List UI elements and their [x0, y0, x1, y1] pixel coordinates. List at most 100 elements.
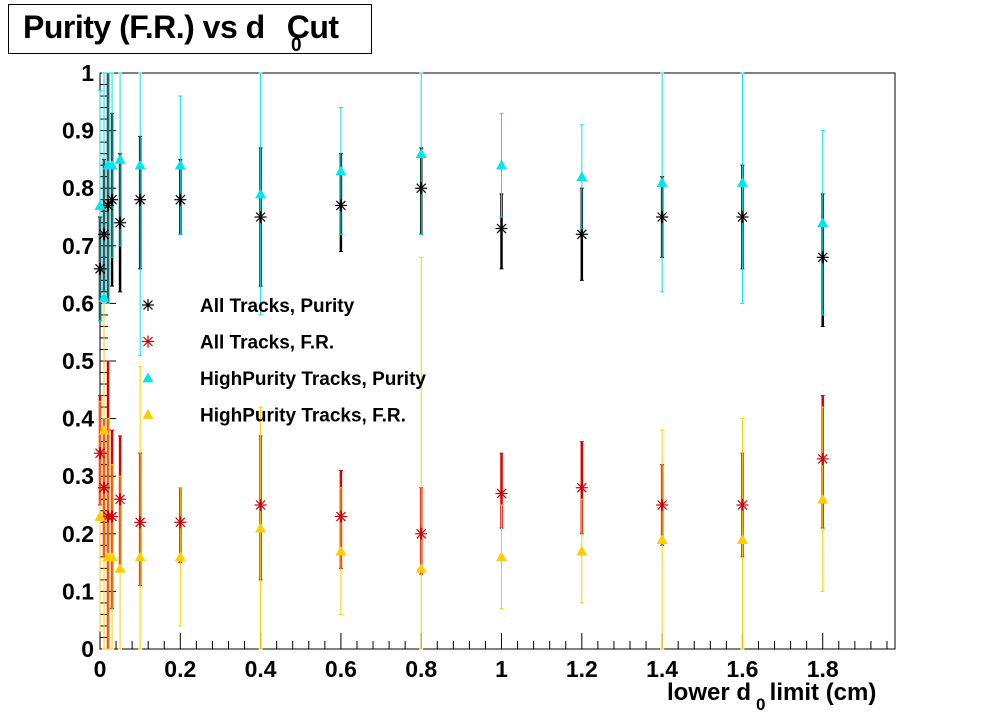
markers-group [94, 148, 829, 573]
marker-stroke [95, 448, 105, 459]
data-point [98, 228, 111, 241]
data-point [174, 516, 187, 529]
data-point [106, 510, 119, 523]
marker-stroke [175, 194, 186, 205]
chart-title: Purity (F.R.) vs d Cut [23, 9, 339, 46]
data-point [94, 511, 106, 521]
data-point [736, 176, 748, 187]
data-point [255, 188, 267, 199]
data-point [174, 551, 186, 562]
data-point [114, 562, 126, 573]
data-point [656, 211, 669, 223]
data-point [106, 159, 118, 170]
y-tick-label: 0.9 [62, 118, 94, 144]
x-tick-label: 0.6 [325, 656, 357, 682]
data-point [134, 193, 147, 206]
y-tick-label: 0.3 [62, 463, 94, 489]
marker-stroke [255, 500, 266, 510]
x-axis-label-main: lower d [667, 679, 752, 706]
legend-label: HighPurity Tracks, F.R. [200, 406, 406, 427]
x-axis-label: lower d limit (cm) [667, 679, 876, 707]
data-point [255, 522, 267, 533]
legend-marker [142, 299, 154, 311]
marker-stroke [496, 223, 507, 234]
marker-stroke [416, 183, 427, 194]
data-point [736, 211, 749, 223]
data-point [575, 228, 588, 241]
data-point [415, 182, 428, 195]
marker-stroke [657, 500, 668, 510]
data-point [334, 510, 347, 523]
y-tick-label: 0.7 [62, 233, 94, 259]
data-point [496, 159, 508, 170]
marker-stroke [115, 494, 126, 505]
plot-frame [99, 72, 896, 650]
marker-stroke [817, 252, 828, 263]
x-tick-label: 1 [495, 656, 508, 682]
legend-marker [142, 409, 154, 419]
marker-stroke [135, 517, 146, 528]
marker-stroke [107, 194, 117, 205]
y-tick-label: 0.8 [62, 175, 94, 201]
marker-stroke [107, 511, 117, 522]
x-axis-label-tail: limit (cm) [763, 679, 877, 706]
data-point [817, 493, 829, 504]
data-point [254, 499, 267, 511]
marker-stroke [175, 517, 186, 528]
legend-label: All Tracks, Purity [200, 296, 355, 317]
data-point [576, 545, 588, 556]
marker-stroke [95, 263, 105, 274]
data-point [98, 481, 111, 494]
data-point [114, 216, 127, 229]
data-point [656, 176, 668, 187]
marker-stroke [143, 300, 153, 310]
marker-stroke [103, 200, 113, 211]
data-point [575, 481, 588, 494]
data-point [106, 193, 119, 206]
data-point [94, 199, 106, 210]
data-point [817, 217, 829, 228]
marker-stroke [496, 488, 507, 499]
marker-stroke [737, 500, 748, 510]
marker-stroke [416, 528, 427, 539]
data-point [134, 159, 146, 170]
data-point [94, 447, 106, 460]
x-tick-label: 0 [94, 656, 107, 682]
data-point [816, 452, 829, 465]
data-point [656, 534, 668, 544]
data-point [415, 527, 428, 540]
data-point [496, 551, 508, 562]
data-point [576, 171, 588, 182]
x-tick-label: 1.8 [807, 656, 839, 682]
legend-marker [142, 335, 154, 348]
legend: All Tracks, Purity All Tracks, F.R. HighPu… [142, 296, 426, 427]
x-tick-label: 0.8 [405, 656, 437, 682]
y-tick-label: 0.5 [62, 348, 94, 374]
data-point [816, 251, 829, 264]
chart-title-main: Purity (F.R.) vs d [23, 9, 265, 45]
data-point [174, 193, 187, 206]
legend-marker [142, 372, 154, 383]
data-point [174, 159, 186, 170]
data-point [415, 562, 427, 573]
chart-title-tail: Cut [286, 9, 339, 45]
marker-stroke [115, 217, 126, 228]
data-point [94, 262, 106, 275]
marker-stroke [99, 482, 109, 493]
marker-stroke [576, 482, 587, 493]
data-point [334, 199, 347, 212]
x-tick-label: 0.4 [245, 656, 277, 682]
marker-stroke [255, 212, 266, 222]
data-point [254, 211, 267, 223]
x-axis-label-subscript: 0 [756, 695, 766, 714]
legend-label: HighPurity Tracks, Purity [200, 369, 426, 390]
axes-group: 0 0.1 0.2 0.3 0.4 0.5 0.6 0.7 0.8 0.9 1 0 0.2 0.4 0.6 0… [62, 60, 888, 682]
y-tick-label: 0.6 [62, 290, 94, 316]
data-point [98, 424, 110, 435]
chart-title-box: Purity (F.R.) vs d Cut 0 [8, 4, 372, 56]
y-tick-label: 1 [81, 60, 94, 86]
y-tick-label: 0.2 [62, 521, 94, 547]
data-point [335, 165, 347, 176]
data-point [114, 153, 126, 164]
